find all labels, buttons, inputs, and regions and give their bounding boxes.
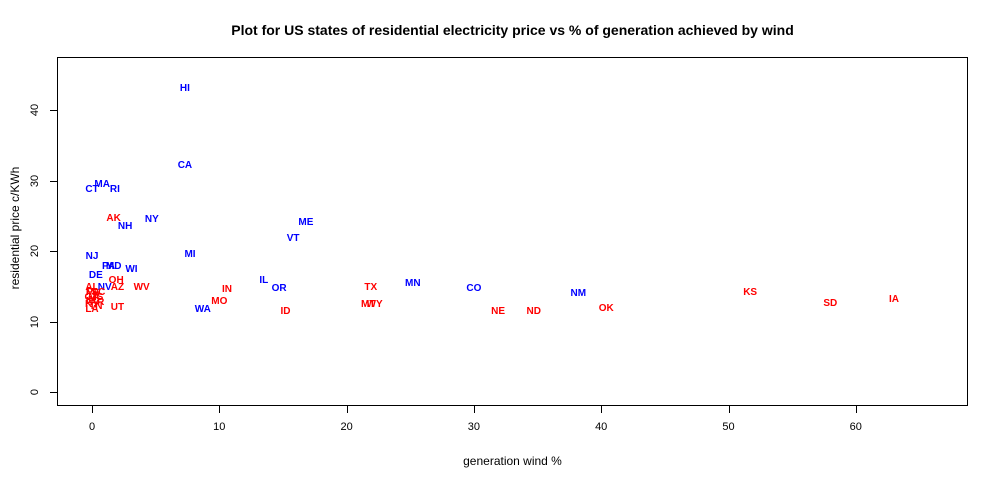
x-axis-tick-label: 60 (849, 421, 862, 433)
state-label-SD: SD (823, 297, 838, 309)
x-axis-tick-label: 40 (595, 421, 608, 433)
state-label-HI: HI (179, 82, 190, 94)
state-label-ID: ID (280, 305, 291, 317)
state-label-IL: IL (259, 274, 269, 286)
plot-area (57, 57, 968, 406)
state-label-WA: WA (194, 304, 211, 316)
state-label-MN: MN (405, 278, 421, 290)
state-label-AR: AR (89, 297, 105, 309)
y-axis-tick-label: 30 (29, 174, 41, 187)
state-label-WV: WV (133, 281, 150, 293)
y-axis-tick-label: 0 (29, 388, 41, 396)
state-label-AK: AK (106, 212, 121, 224)
state-label-NV: NV (97, 282, 112, 294)
state-label-MA: MA (94, 178, 110, 190)
x-axis-tick (346, 406, 348, 413)
state-label-SC: SC (91, 287, 106, 299)
state-label-MT: MT (361, 299, 376, 311)
state-label-CT: CT (85, 183, 99, 195)
state-label-WI: WI (125, 264, 138, 276)
y-axis-tick-label: 40 (29, 103, 41, 117)
state-label-AZ: AZ (110, 282, 125, 294)
state-label-GA: GA (84, 292, 100, 304)
x-axis-tick (92, 406, 93, 413)
state-label-NJ: NJ (85, 251, 99, 263)
state-label-NM: NM (570, 288, 587, 299)
state-label-DE: DE (88, 270, 103, 282)
state-label-OR: OR (271, 283, 287, 295)
y-axis-tick (50, 110, 57, 111)
state-label-CO: CO (466, 283, 482, 295)
x-axis-tick-label: 30 (467, 421, 481, 433)
x-axis-tick-label: 0 (88, 421, 96, 433)
y-axis-tick-label: 10 (29, 315, 41, 328)
state-label-OH: OH (108, 275, 124, 287)
state-label-NH: NH (117, 221, 133, 233)
state-label-KY: KY (85, 298, 99, 310)
x-axis-tick (728, 406, 730, 413)
state-label-OK: OK (598, 302, 614, 314)
x-axis-tick-label: 10 (213, 421, 226, 433)
y-axis-tick-label: 20 (29, 244, 41, 258)
state-label-IN: IN (221, 284, 232, 296)
y-axis-tick (50, 321, 57, 323)
state-label-TN: TN (89, 301, 103, 313)
state-label-FL: FL (85, 286, 99, 298)
x-axis-tick (855, 406, 857, 413)
chart-title: Plot for US states of residential electr… (231, 22, 794, 38)
state-label-TX: TX (364, 281, 378, 293)
x-axis-label: generation wind % (463, 454, 562, 468)
state-label-UT: UT (110, 302, 125, 314)
state-label-WY: WY (366, 299, 383, 311)
state-label-CA: CA (177, 160, 193, 172)
x-axis-tick-label: 50 (722, 421, 735, 433)
y-axis-tick (50, 251, 57, 252)
state-label-MD: MD (105, 260, 122, 272)
state-label-IA: IA (888, 294, 899, 306)
state-label-VT: VT (286, 233, 300, 244)
state-label-NE: NE (491, 306, 506, 318)
state-label-VA: VA (86, 287, 100, 299)
state-label-LA: LA (85, 304, 99, 316)
y-axis-tick (50, 392, 57, 393)
x-axis-tick-label: 20 (340, 421, 353, 433)
state-label-ME: ME (298, 216, 314, 228)
state-label-MI: MI (184, 249, 196, 261)
state-label-MO: MO (211, 295, 228, 307)
state-label-NY: NY (144, 213, 159, 225)
x-axis-tick (219, 406, 221, 413)
state-label-PA: PA (101, 260, 116, 272)
y-axis-tick (50, 180, 57, 182)
x-axis-tick (601, 406, 603, 413)
y-axis-label: residential price c/KWh (8, 166, 22, 290)
state-label-RI: RI (109, 183, 120, 195)
x-axis-tick (473, 406, 475, 413)
state-label-AL: AL (85, 281, 99, 293)
state-label-MS: MS (88, 291, 104, 303)
state-label-KS: KS (743, 287, 758, 299)
state-label-ND: ND (526, 306, 541, 318)
state-label-NC: NC (86, 296, 101, 308)
